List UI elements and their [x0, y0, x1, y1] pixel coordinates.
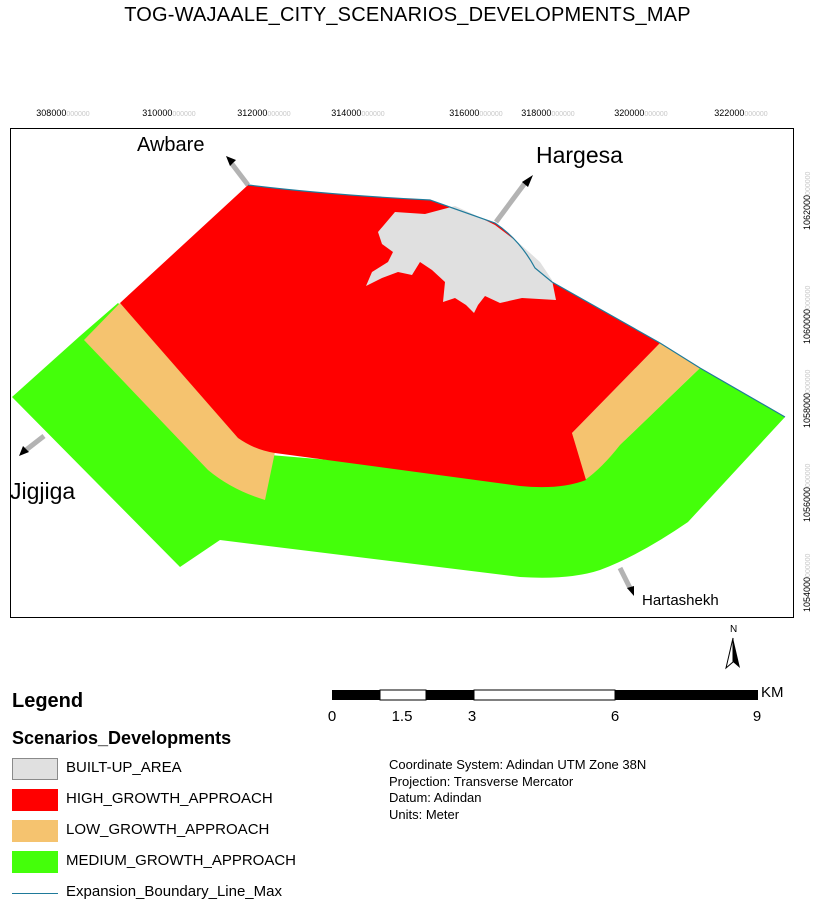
x-tick: 312000000000 — [237, 108, 291, 118]
legend-label: HIGH_GROWTH_APPROACH — [66, 790, 273, 807]
scale-label: 9 — [752, 708, 762, 725]
north-label: N — [730, 624, 738, 635]
legend-label: Expansion_Boundary_Line_Max — [66, 883, 282, 900]
place-label-jigjiga: Jigjiga — [10, 478, 76, 504]
arrow-head-hargesa — [522, 175, 533, 187]
legend-item-built-up: BUILT-UP_AREA — [12, 758, 352, 782]
orange-swatch-icon — [12, 820, 58, 842]
low-growth-area-east — [572, 343, 700, 480]
arrow-awbare — [230, 162, 250, 187]
arrow-head-awbare — [226, 156, 236, 166]
projection-text: Projection: Transverse Mercator — [389, 773, 574, 789]
scale-bar — [332, 689, 758, 701]
built-up-area — [366, 206, 556, 313]
place-label-hargesa: Hargesa — [536, 142, 623, 168]
legend-label: BUILT-UP_AREA — [66, 759, 182, 776]
medium-growth-area — [12, 303, 785, 578]
line-swatch-icon — [12, 882, 58, 904]
legend-subtitle: Scenarios_Developments — [12, 728, 232, 748]
x-tick: 316000000000 — [449, 108, 503, 118]
coordinate-info: Coordinate System: Adindan UTM Zone 38N … — [389, 757, 646, 823]
x-tick: 310000000000 — [142, 108, 196, 118]
x-tick: 308000000000 — [36, 108, 90, 118]
low-growth-area-west — [84, 303, 275, 500]
x-tick: 318000000000 — [521, 108, 575, 118]
map-title: TOG-WAJAALE_CITY_SCENARIOS_DEVELOPMENTS_… — [124, 4, 691, 26]
arrow-head-hartashekh — [627, 586, 634, 596]
scale-label: 1.5 — [391, 708, 413, 725]
legend-item-low-growth: LOW_GROWTH_APPROACH — [12, 820, 352, 844]
legend-title: Legend — [12, 690, 84, 712]
map-frame — [10, 128, 794, 618]
legend-item-boundary-line: Expansion_Boundary_Line_Max — [12, 882, 352, 906]
scale-label: 6 — [610, 708, 620, 725]
green-swatch-icon — [12, 851, 58, 873]
units-text: Units: Meter — [389, 806, 460, 822]
x-tick: 322000000000 — [714, 108, 768, 118]
arrow-hartashekh — [617, 566, 633, 590]
legend-label: LOW_GROWTH_APPROACH — [66, 821, 270, 838]
arrow-jigjiga — [24, 434, 46, 452]
place-label-awbare: Awbare — [137, 134, 205, 156]
coordinate-system-text: Coordinate System: Adindan UTM Zone 38N — [389, 757, 647, 772]
place-label-hartashekh: Hartashekh — [642, 592, 719, 609]
scale-unit: KM — [761, 684, 784, 701]
arrow-hargesa — [493, 181, 528, 224]
gray-swatch-icon — [12, 758, 58, 780]
x-tick: 320000000000 — [614, 108, 668, 118]
expansion-boundary-line — [247, 184, 786, 418]
north-arrow-icon: N — [723, 624, 745, 670]
legend-label: MEDIUM_GROWTH_APPROACH — [66, 852, 297, 869]
legend-item-medium-growth: MEDIUM_GROWTH_APPROACH — [12, 851, 352, 875]
arrow-head-jigjiga — [19, 446, 29, 456]
x-tick: 314000000000 — [331, 108, 385, 118]
red-swatch-icon — [12, 789, 58, 811]
direction-arrows — [19, 156, 634, 596]
scale-label: 0 — [327, 708, 337, 725]
legend-item-high-growth: HIGH_GROWTH_APPROACH — [12, 789, 352, 813]
scale-label: 3 — [467, 708, 477, 725]
datum-text: Datum: Adindan — [389, 790, 482, 805]
